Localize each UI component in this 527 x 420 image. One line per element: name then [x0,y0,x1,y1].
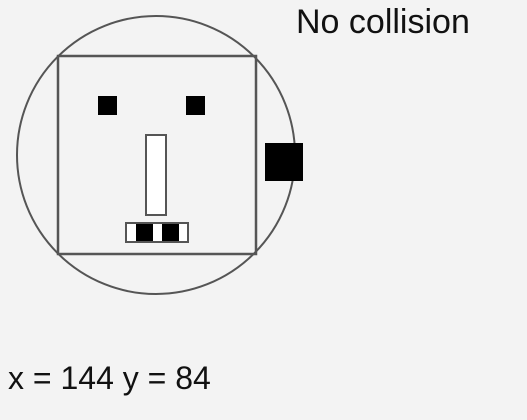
y-value: 84 [175,360,211,396]
y-label: y = [122,360,167,396]
collision-canvas[interactable] [0,0,527,330]
x-value: 144 [60,360,114,396]
right-eye [186,96,205,115]
face-square[interactable] [56,54,258,256]
left-eye [98,96,117,115]
moving-square[interactable] [265,143,303,181]
mouth-tooth-left [136,224,153,241]
mouth-tooth-right [162,224,179,241]
nose [145,134,167,216]
coordinate-readout: x = 144 y = 84 [8,358,211,398]
x-label: x = [8,360,52,396]
collision-status-text: No collision [296,3,470,41]
